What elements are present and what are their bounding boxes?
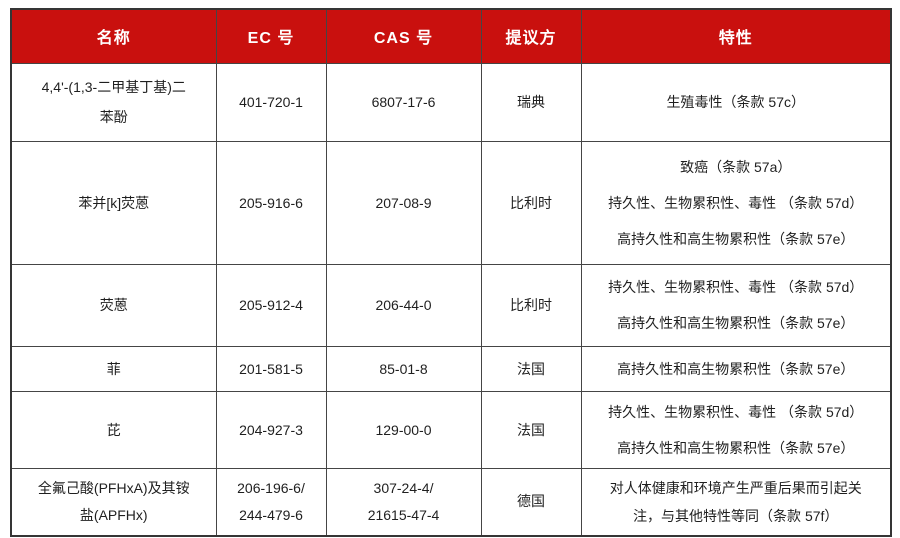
proposer-line: 比利时: [510, 194, 552, 211]
svhc-substances-table: 名称 EC 号 CAS 号 提议方 特性 4,4'-(1,3-二甲基丁基)二 苯酚…: [10, 8, 892, 537]
cell-ec: 401-720-1: [215, 62, 327, 142]
proposer-line: 法国: [517, 421, 545, 438]
ec-line: 206-196-6/: [237, 479, 305, 496]
cell-traits: 对人体健康和环境产生严重后果而引起关 注，与其他特性等同（条款 57f）: [580, 467, 892, 537]
cell-ec: 206-196-6/244-479-6: [215, 467, 327, 537]
traits-line: 高持久性和高生物累积性（条款 57e）: [617, 439, 855, 456]
cell-cas: 129-00-0: [325, 390, 482, 469]
name-line: 芘: [106, 421, 121, 438]
cell-traits: 高持久性和高生物累积性（条款 57e）: [580, 345, 892, 392]
cell-traits: 致癌（条款 57a） 持久性、生物累积性、毒性 （条款 57d） 高持久性和高生物累…: [580, 140, 892, 265]
ec-line: 204-927-3: [239, 421, 303, 438]
cas-line: 85-01-8: [379, 360, 428, 377]
cell-name: 全氟己酸(PFHxA)及其铵 盐(APFHx): [10, 467, 217, 537]
cell-ec: 205-916-6: [215, 140, 327, 265]
ec-line: 205-916-6: [239, 194, 303, 211]
cell-proposer: 法国: [480, 345, 582, 392]
traits-line: 高持久性和高生物累积性（条款 57e）: [617, 315, 855, 331]
substance-row: 荧蒽 205-912-4 206-44-0 比利时 持久性、生物累积性、毒性 （条款 5…: [10, 263, 892, 347]
cell-cas: 207-08-9: [325, 140, 482, 265]
table-header: 名称 EC 号 CAS 号 提议方 特性: [10, 8, 892, 64]
cas-line: 129-00-0: [375, 421, 432, 438]
traits-line: 对人体健康和环境产生严重后果而引起关: [609, 479, 862, 496]
header-cas-number: CAS 号: [325, 8, 482, 64]
proposer-line: 德国: [517, 493, 545, 510]
cell-cas: 206-44-0: [325, 263, 482, 347]
cell-name: 荧蒽: [10, 263, 217, 347]
ec-line: 244-479-6: [239, 506, 303, 523]
substance-row: 4,4'-(1,3-二甲基丁基)二 苯酚 401-720-1 6807-17-6 瑞典 生…: [10, 62, 892, 142]
cell-ec: 205-912-4: [215, 263, 327, 347]
cell-name: 菲: [10, 345, 217, 392]
cell-traits: 持久性、生物累积性、毒性 （条款 57d） 高持久性和高生物累积性（条款 57e）: [580, 390, 892, 469]
traits-line: 注，与其他特性等同（条款 57f）: [633, 507, 839, 524]
traits-line: 致癌（条款 57a）: [680, 158, 792, 175]
traits-line: 持久性、生物累积性、毒性 （条款 57d）: [608, 403, 864, 420]
cell-proposer: 比利时: [480, 140, 582, 265]
ec-line: 201-581-5: [239, 360, 303, 377]
cell-proposer: 瑞典: [480, 62, 582, 142]
substance-row: 芘 204-927-3 129-00-0 法国 持久性、生物累积性、毒性 （条款 57d…: [10, 390, 892, 469]
proposer-line: 瑞典: [517, 94, 545, 110]
cell-name: 芘: [10, 390, 217, 469]
traits-line: 持久性、生物累积性、毒性 （条款 57d）: [608, 279, 864, 295]
substance-row: 全氟己酸(PFHxA)及其铵 盐(APFHx) 206-196-6/244-479-…: [10, 467, 892, 537]
name-line: 苯并[k]荧蒽: [78, 194, 150, 211]
header-ec-number: EC 号: [215, 8, 327, 64]
cell-cas: 6807-17-6: [325, 62, 482, 142]
name-line: 荧蒽: [99, 297, 128, 313]
cell-traits: 生殖毒性（条款 57c）: [580, 62, 892, 142]
traits-line: 持久性、生物累积性、毒性 （条款 57d）: [608, 194, 864, 211]
cell-cas: 85-01-8: [325, 345, 482, 392]
substance-row: 苯并[k]荧蒽 205-916-6 207-08-9 比利时 致癌（条款 57a） 持久性…: [10, 140, 892, 265]
cas-line: 206-44-0: [375, 297, 432, 313]
traits-line: 高持久性和高生物累积性（条款 57e）: [617, 360, 855, 377]
cas-line: 207-08-9: [375, 194, 432, 211]
traits-line: 高持久性和高生物累积性（条款 57e）: [617, 230, 855, 247]
header-proposer: 提议方: [480, 8, 582, 64]
proposer-line: 比利时: [510, 297, 552, 313]
cell-cas: 307-24-4/21615-47-4: [325, 467, 482, 537]
header-traits: 特性: [580, 8, 892, 64]
cell-ec: 201-581-5: [215, 345, 327, 392]
substance-row: 菲 201-581-5 85-01-8 法国 高持久性和高生物累积性（条款 57e）: [10, 345, 892, 392]
cell-traits: 持久性、生物累积性、毒性 （条款 57d） 高持久性和高生物累积性（条款 57e）: [580, 263, 892, 347]
cas-line: 6807-17-6: [371, 94, 436, 110]
ec-line: 401-720-1: [239, 94, 303, 110]
cell-proposer: 法国: [480, 390, 582, 469]
name-line: 全氟己酸(PFHxA)及其铵: [37, 479, 190, 496]
name-line: 盐(APFHx): [79, 506, 148, 523]
cell-name: 苯并[k]荧蒽: [10, 140, 217, 265]
name-line: 苯酚: [99, 109, 128, 125]
table-body: 4,4'-(1,3-二甲基丁基)二 苯酚 401-720-1 6807-17-6 瑞典 生…: [10, 62, 892, 537]
cell-ec: 204-927-3: [215, 390, 327, 469]
name-line: 4,4'-(1,3-二甲基丁基)二: [41, 79, 186, 95]
header-name: 名称: [10, 8, 217, 64]
cas-line: 307-24-4/: [373, 479, 434, 496]
cell-proposer: 比利时: [480, 263, 582, 347]
traits-line: 生殖毒性（条款 57c）: [666, 94, 805, 110]
name-line: 菲: [106, 360, 121, 377]
cell-proposer: 德国: [480, 467, 582, 537]
cas-line: 21615-47-4: [367, 506, 440, 523]
proposer-line: 法国: [517, 360, 545, 377]
header-row: 名称 EC 号 CAS 号 提议方 特性: [10, 8, 892, 64]
ec-line: 205-912-4: [239, 297, 303, 313]
cell-name: 4,4'-(1,3-二甲基丁基)二 苯酚: [10, 62, 217, 142]
